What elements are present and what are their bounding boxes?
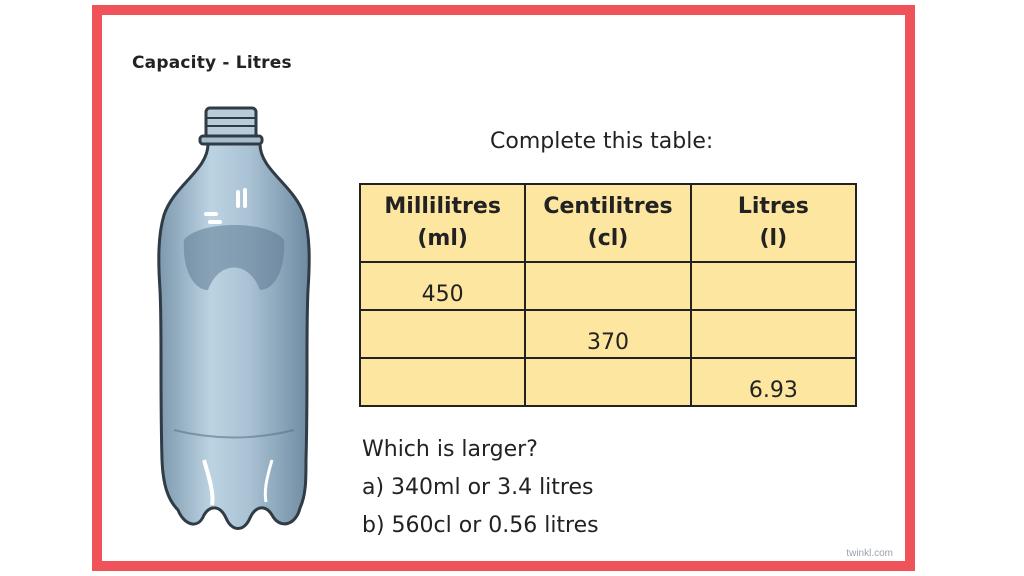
header-unit: (l) — [759, 226, 788, 251]
header-litres: Litres (l) — [689, 183, 858, 263]
table-header-row: Millilitres (ml) Centilitres (cl) Litres… — [358, 183, 858, 263]
table-row: 6.93 — [358, 357, 858, 407]
table-cell — [358, 309, 527, 359]
worksheet-slide: Capacity - Litres Complete this table: — [92, 5, 915, 571]
table-cell — [358, 357, 527, 407]
table-cell: 6.93 — [689, 357, 858, 407]
question-heading: Which is larger? — [362, 437, 538, 462]
brand-watermark: twinkl.com — [846, 548, 893, 559]
header-unit: (ml) — [417, 226, 468, 251]
header-centilitres: Centilitres (cl) — [524, 183, 692, 263]
table-cell — [524, 261, 692, 311]
table-cell: 370 — [524, 309, 692, 359]
header-millilitres: Millilitres (ml) — [358, 183, 527, 263]
table-cell — [524, 357, 692, 407]
header-name: Litres — [737, 194, 809, 219]
conversion-table: Millilitres (ml) Centilitres (cl) Litres… — [358, 183, 858, 407]
table-cell — [689, 309, 858, 359]
instruction-text: Complete this table: — [490, 129, 714, 154]
question-a: a) 340ml or 3.4 litres — [362, 475, 594, 500]
table-cell: 450 — [358, 261, 527, 311]
header-name: Millilitres — [384, 194, 501, 219]
plastic-bottle-icon — [157, 106, 311, 530]
question-b: b) 560cl or 0.56 litres — [362, 513, 599, 538]
header-name: Centilitres — [543, 194, 673, 219]
table-cell — [689, 261, 858, 311]
table-row: 450 — [358, 261, 858, 311]
page-title: Capacity - Litres — [132, 53, 292, 73]
table-row: 370 — [358, 309, 858, 359]
header-unit: (cl) — [587, 226, 629, 251]
